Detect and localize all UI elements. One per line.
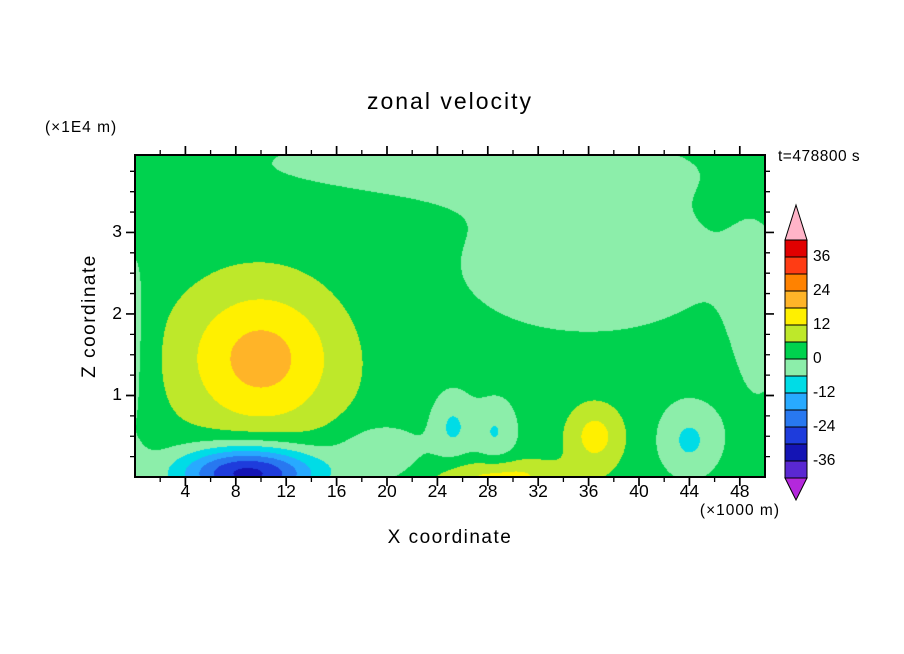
colorbar-box <box>784 409 808 428</box>
colorbar-label: -36 <box>813 452 836 469</box>
colorbar-label: 12 <box>813 316 831 333</box>
x-tick-label: 24 <box>427 481 448 501</box>
x-tick-label: 20 <box>377 481 397 501</box>
plot-area <box>135 155 765 477</box>
colorbar-under-arrow <box>784 477 808 502</box>
z-tick-label: 1 <box>112 384 122 405</box>
z-axis-label: Z coordinate <box>79 254 100 378</box>
z-tick-label: 2 <box>112 302 122 323</box>
x-tick-label: 44 <box>679 481 700 501</box>
colorbar-box <box>784 460 808 479</box>
chart-title: zonal velocity <box>366 88 534 114</box>
x-tick-label: 28 <box>478 481 498 501</box>
colorbar-over-arrow <box>784 203 808 241</box>
colorbar-label: -12 <box>813 384 836 401</box>
colorbar-box <box>784 375 808 394</box>
x-tick-label: 40 <box>629 481 649 501</box>
x-tick-label: 8 <box>230 481 241 501</box>
x-axis-label: X coordinate <box>387 527 513 548</box>
colorbar-label: 36 <box>813 248 831 265</box>
colorbar-box <box>784 256 808 275</box>
x-tick-label: 12 <box>276 481 296 501</box>
colorbar-box <box>784 392 808 411</box>
x-tick-label: 32 <box>528 481 548 501</box>
z-axis-units-label: (×1E4 m) <box>45 119 118 136</box>
x-tick-label: 16 <box>326 481 347 501</box>
colorbar-box <box>784 273 808 292</box>
x-tick-label: 4 <box>180 481 191 501</box>
colorbar-box <box>784 358 808 377</box>
colorbar-label: 24 <box>813 282 831 299</box>
colorbar-box <box>784 426 808 445</box>
z-tick-label: 3 <box>112 221 122 242</box>
colorbar-label: 0 <box>813 350 822 367</box>
colorbar-box <box>784 443 808 462</box>
colorbar-box <box>784 290 808 309</box>
colorbar-label: -24 <box>813 418 836 435</box>
colorbar-box <box>784 324 808 343</box>
colorbar <box>784 203 808 502</box>
x-tick-label: 36 <box>578 481 599 501</box>
colorbar-box <box>784 341 808 360</box>
colorbar-box <box>784 307 808 326</box>
contour-field-canvas <box>135 155 765 477</box>
colorbar-box <box>784 239 808 258</box>
time-annotation: t=478800 s <box>778 148 861 165</box>
x-tick-label: 48 <box>730 481 750 501</box>
x-axis-units-label: (×1000 m) <box>699 502 780 519</box>
